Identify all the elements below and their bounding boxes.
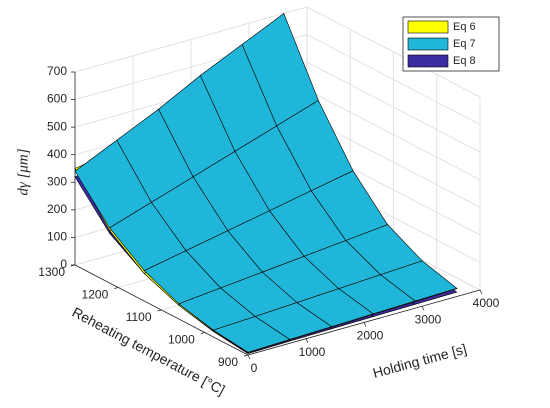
legend-label: Eq 6 bbox=[453, 21, 476, 33]
x-tick-label: 4000 bbox=[473, 296, 500, 310]
z-axis-label: dγ [μm] bbox=[15, 148, 31, 195]
y-tick bbox=[70, 264, 76, 267]
legend-label: Eq 7 bbox=[453, 38, 476, 50]
legend-swatch bbox=[407, 37, 449, 51]
legend: Eq 6 Eq 7 Eq 8 bbox=[402, 16, 500, 72]
z-tick-label: 0 bbox=[60, 257, 67, 271]
x-tick-label: 1000 bbox=[299, 345, 326, 359]
x-axis-label: Holding time [s] bbox=[371, 341, 468, 381]
x-tick-label: 0 bbox=[251, 361, 258, 375]
z-tick-label: 400 bbox=[47, 147, 67, 161]
z-tick-label: 200 bbox=[47, 202, 67, 216]
x-tick bbox=[363, 322, 367, 327]
x-tick-label: 2000 bbox=[357, 329, 384, 343]
y-tick-label: 900 bbox=[218, 355, 238, 369]
x-tick bbox=[479, 289, 483, 295]
y-tick-label: 1200 bbox=[82, 288, 109, 302]
legend-label: Eq 8 bbox=[453, 55, 476, 67]
y-tick-label: 1300 bbox=[38, 265, 65, 279]
z-tick-label: 300 bbox=[47, 174, 67, 188]
legend-swatch bbox=[407, 54, 449, 68]
y-tick bbox=[243, 354, 249, 357]
y-tick-label: 1000 bbox=[168, 333, 195, 347]
z-tick-label: 700 bbox=[47, 64, 67, 78]
legend-swatch bbox=[407, 20, 449, 34]
y-tick-label: 1100 bbox=[126, 310, 152, 324]
x-tick-label: 3000 bbox=[415, 312, 442, 326]
x-tick bbox=[421, 306, 425, 311]
y-tick bbox=[200, 332, 205, 334]
x-tick bbox=[247, 354, 251, 360]
z-tick-label: 500 bbox=[47, 119, 67, 133]
y-tick bbox=[157, 309, 162, 312]
surface-cell bbox=[212, 316, 291, 353]
x-tick bbox=[305, 338, 309, 343]
y-tick bbox=[114, 287, 119, 289]
z-tick-label: 100 bbox=[47, 230, 67, 244]
z-tick-label: 600 bbox=[47, 92, 67, 106]
